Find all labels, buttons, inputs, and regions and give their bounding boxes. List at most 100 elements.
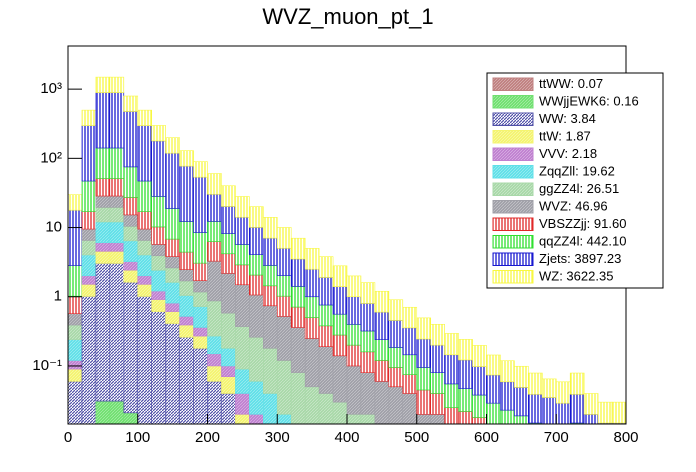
histogram-bar (207, 221, 222, 242)
histogram-bar (304, 248, 320, 270)
histogram-bar (95, 92, 111, 149)
histogram-bar (151, 270, 166, 292)
histogram-bar (235, 196, 250, 218)
histogram-bar (81, 275, 97, 285)
histogram-bar (123, 269, 139, 283)
histogram-bar (249, 414, 264, 425)
histogram-bar (109, 178, 125, 197)
histogram-bar (430, 323, 445, 346)
histogram-bar (569, 372, 585, 395)
histogram-bar (137, 275, 152, 285)
legend-label: ttWW: 0.07 (539, 76, 603, 91)
histogram-bar (262, 237, 278, 266)
histogram-bar (165, 302, 180, 312)
histogram-bar (137, 240, 152, 256)
histogram-bar (416, 414, 431, 425)
histogram-bar (235, 244, 250, 266)
histogram-bar (290, 286, 306, 308)
histogram-bar (165, 208, 180, 240)
histogram-bar (221, 365, 236, 377)
histogram-bar (332, 334, 348, 357)
histogram-bar (346, 323, 362, 346)
histogram-bar (221, 253, 236, 274)
histogram-bar (67, 295, 83, 314)
histogram-bar (81, 240, 97, 256)
histogram-bar (374, 290, 390, 313)
histogram-bar (611, 401, 627, 424)
histogram-bar (500, 360, 515, 383)
histogram-bar (235, 393, 250, 415)
histogram-bar (430, 393, 445, 415)
histogram-bar (486, 374, 501, 404)
histogram-bar (165, 152, 180, 209)
x-tick-label: 0 (64, 429, 72, 446)
histogram-bar (290, 372, 306, 425)
legend-label: Zjets: 3897.23 (539, 251, 621, 266)
legend-swatch (492, 270, 534, 284)
histogram-bar (514, 415, 529, 425)
histogram-bar (179, 150, 194, 167)
histogram-bar (290, 306, 306, 328)
histogram-bar (109, 207, 125, 223)
histogram-bar (346, 275, 362, 298)
histogram-bar (193, 262, 208, 281)
legend-label: ttW: 1.87 (539, 129, 591, 144)
histogram-bar (360, 414, 376, 425)
histogram-bar (151, 255, 166, 271)
histogram-bar (486, 402, 501, 425)
histogram-bar (67, 368, 83, 382)
histogram-bar (304, 268, 320, 298)
histogram-bar (555, 402, 571, 425)
histogram-bar (402, 327, 418, 356)
histogram-bar (179, 336, 194, 425)
histogram-bar (193, 335, 208, 349)
histogram-bar (458, 388, 473, 412)
histogram-bar (569, 393, 585, 424)
histogram-bar (67, 194, 83, 211)
histogram-bar (67, 265, 83, 297)
histogram-bar (207, 381, 222, 425)
histogram-bar (207, 193, 222, 222)
histogram-bar (290, 237, 306, 260)
y-tick-label: 10³ (40, 80, 62, 97)
histogram-bar (262, 265, 278, 287)
histogram-bar (332, 313, 348, 336)
histogram-bar (123, 95, 139, 112)
histogram-bar (235, 284, 250, 327)
histogram-bar (95, 178, 111, 197)
histogram-bar (235, 368, 250, 394)
histogram-bar (290, 327, 306, 373)
histogram-bar (123, 197, 139, 216)
histogram-bar (123, 214, 139, 227)
histogram-bar (179, 280, 194, 296)
histogram-bar (332, 286, 348, 315)
histogram-bar (193, 306, 208, 328)
histogram-bar (249, 206, 264, 228)
x-tick-label: 400 (334, 429, 359, 446)
histogram-bar (444, 354, 459, 385)
histogram-bar (67, 360, 83, 370)
histogram-bar (541, 378, 557, 398)
histogram-bar (95, 147, 111, 179)
x-tick-label: 600 (474, 429, 499, 446)
histogram-bar (458, 339, 473, 361)
histogram-bar (249, 381, 264, 415)
histogram-bar (151, 290, 166, 300)
histogram-bar (221, 233, 236, 255)
histogram-bar (151, 140, 166, 197)
histogram-bar (193, 232, 208, 264)
legend-swatch (492, 147, 534, 161)
histogram-bar (304, 296, 320, 318)
histogram-bar (276, 360, 292, 415)
histogram-bar (360, 372, 376, 415)
histogram-bar (221, 273, 236, 314)
histogram-bar (276, 295, 292, 317)
histogram-bar (304, 386, 320, 425)
histogram-bar (388, 386, 404, 425)
histogram-bar (151, 196, 166, 228)
histogram-bar (360, 351, 376, 373)
legend-swatch (492, 112, 534, 126)
legend-label: WW: 3.84 (539, 111, 596, 126)
legend-label: ZqqZll: 19.62 (539, 164, 615, 179)
